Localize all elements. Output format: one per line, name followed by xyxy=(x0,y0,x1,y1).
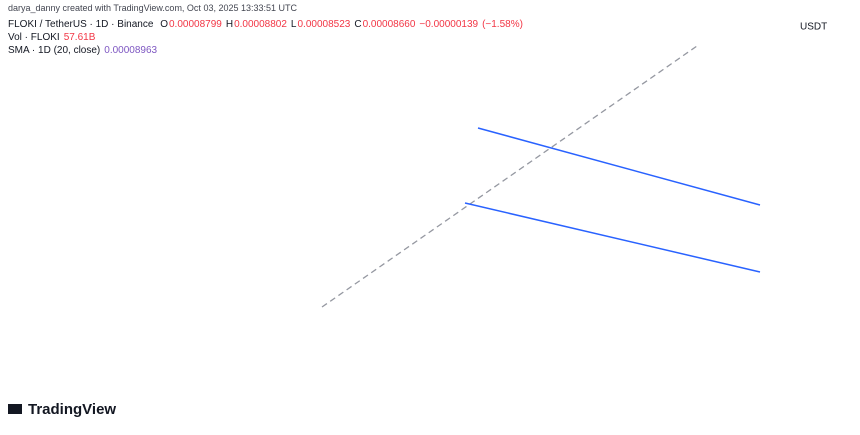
logo-icon xyxy=(8,404,22,414)
change-pct: (−1.58%) xyxy=(482,19,523,30)
ohlc-value: 0.00008799 xyxy=(169,19,222,30)
volume-value: 57.61B xyxy=(63,32,96,43)
sma-header: SMA · 1D (20, close) 0.00008963 xyxy=(8,45,161,56)
ohlc-key: O xyxy=(160,19,168,30)
ohlc-key: L xyxy=(290,19,297,30)
ohlc-value: 0.00008802 xyxy=(234,19,287,30)
volume-header: Vol · FLOKI 57.61B xyxy=(8,32,99,43)
channel-lower xyxy=(464,202,761,273)
channel-upper xyxy=(477,127,761,206)
logo-text: TradingView xyxy=(28,401,116,418)
credit: darya_danny created with TradingView.com… xyxy=(8,3,298,13)
change-value: −0.00000139 xyxy=(419,19,479,30)
sma-name: SMA · 1D (20, close) xyxy=(8,45,101,56)
trend-line-dashed xyxy=(321,45,698,308)
sma-value: 0.00008963 xyxy=(104,45,158,56)
ohlc-key: C xyxy=(354,19,362,30)
ohlc-value: 0.00008660 xyxy=(362,19,416,30)
volume-name: Vol · FLOKI xyxy=(8,32,60,43)
currency-label: USDT xyxy=(800,22,827,33)
logo: TradingView xyxy=(8,401,116,418)
header-line: FLOKI / TetherUS · 1D · Binance O0.00008… xyxy=(8,19,527,30)
ohlc-key: H xyxy=(225,19,234,30)
symbol-title: FLOKI / TetherUS · 1D · Binance xyxy=(8,19,154,30)
ohlc-value: 0.00008523 xyxy=(297,19,351,30)
